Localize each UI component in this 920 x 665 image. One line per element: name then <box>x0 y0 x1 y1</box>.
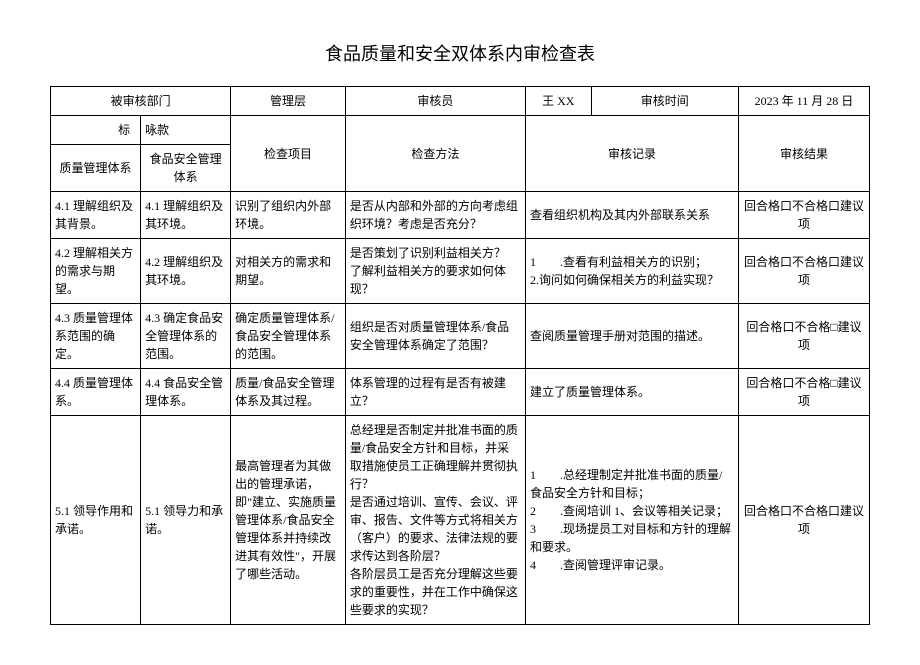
cell-method: 是否策划了识别利益相关方？了解利益相关方的要求如何体现？ <box>345 239 525 304</box>
cell-item: 最高管理者为其做出的管理承诺，即"建立、实施质量管理体系/食品安全管理体系并持续… <box>231 416 346 625</box>
col-fsms: 食品安全管理体系 <box>141 145 231 192</box>
cell-qms: 4.3 质量管理体系范围的确定。 <box>51 304 141 369</box>
dept-label: 被审核部门 <box>51 87 231 116</box>
cell-qms: 4.4 质量管理体系。 <box>51 369 141 416</box>
audit-checklist-table: 被审核部门 管理层 审核员 王 XX 审核时间 2023 年 11 月 28 日… <box>50 86 870 625</box>
table-row: 4.1 理解组织及其背景。 4.1 理解组织及其环境。 识别了组织内外部环境。 … <box>51 192 870 239</box>
table-row: 4.3 质量管理体系范围的确定。 4.3 确定食品安全管理体系的范围。 确定质量… <box>51 304 870 369</box>
page-title: 食品质量和安全双体系内审检查表 <box>50 40 870 66</box>
cell-result: 回合格口不合格□建议项 <box>738 369 869 416</box>
level-label: 管理层 <box>231 87 346 116</box>
cell-method: 体系管理的过程有是否有被建立？ <box>345 369 525 416</box>
cell-method: 总经理是否制定并批准书面的质量/食品安全方针和目标，并采取措施使员工正确理解并贯… <box>345 416 525 625</box>
table-row: 4.2 理解相关方的需求与期望。 4.2 理解组织及其环境。 对相关方的需求和期… <box>51 239 870 304</box>
cell-item: 质量/食品安全管理体系及其过程。 <box>231 369 346 416</box>
cell-fsms: 4.4 食品安全管理体系。 <box>141 369 231 416</box>
col-kuan: 咏款 <box>141 116 231 145</box>
cell-method: 是否从内部和外部的方向考虑组织环境？考虑是否充分？ <box>345 192 525 239</box>
auditor-value: 王 XX <box>525 87 591 116</box>
cell-result: 回合格口不合格口建议项 <box>738 416 869 625</box>
time-value: 2023 年 11 月 28 日 <box>738 87 869 116</box>
info-row: 被审核部门 管理层 审核员 王 XX 审核时间 2023 年 11 月 28 日 <box>51 87 870 116</box>
cell-record: 1 .总经理制定并批准书面的质量/食品安全方针和目标；2 .查阅培训 1、会议等… <box>525 416 738 625</box>
time-label: 审核时间 <box>591 87 738 116</box>
table-row: 4.4 质量管理体系。 4.4 食品安全管理体系。 质量/食品安全管理体系及其过… <box>51 369 870 416</box>
cell-item: 识别了组织内外部环境。 <box>231 192 346 239</box>
cell-record: 建立了质量管理体系。 <box>525 369 738 416</box>
cell-result: 回合格口不合格口建议项 <box>738 239 869 304</box>
cell-fsms: 4.2 理解组织及其环境。 <box>141 239 231 304</box>
cell-fsms: 4.1 理解组织及其环境。 <box>141 192 231 239</box>
col-biao: 标 <box>51 116 141 145</box>
cell-record: 1 .查看有利益相关方的识别；2.询问如何确保相关方的利益实现？ <box>525 239 738 304</box>
column-header-row-1: 标 咏款 检查项目 检查方法 审核记录 审核结果 <box>51 116 870 145</box>
col-check-item: 检查项目 <box>231 116 346 192</box>
col-qms: 质量管理体系 <box>51 145 141 192</box>
cell-fsms: 5.1 领导力和承诺。 <box>141 416 231 625</box>
cell-qms: 4.2 理解相关方的需求与期望。 <box>51 239 141 304</box>
cell-item: 确定质量管理体系/食品安全管理体系的范围。 <box>231 304 346 369</box>
cell-qms: 5.1 领导作用和承诺。 <box>51 416 141 625</box>
col-check-method: 检查方法 <box>345 116 525 192</box>
table-row: 5.1 领导作用和承诺。 5.1 领导力和承诺。 最高管理者为其做出的管理承诺，… <box>51 416 870 625</box>
col-audit-result: 审核结果 <box>738 116 869 192</box>
cell-qms: 4.1 理解组织及其背景。 <box>51 192 141 239</box>
cell-result: 回合格口不合格口建议项 <box>738 192 869 239</box>
cell-item: 对相关方的需求和期望。 <box>231 239 346 304</box>
cell-record: 查阅质量管理手册对范围的描述。 <box>525 304 738 369</box>
cell-fsms: 4.3 确定食品安全管理体系的范围。 <box>141 304 231 369</box>
cell-method: 组织是否对质量管理体系/食品安全管理体系确定了范围？ <box>345 304 525 369</box>
cell-record: 查看组织机构及其内外部联系关系 <box>525 192 738 239</box>
col-audit-record: 审核记录 <box>525 116 738 192</box>
cell-result: 回合格口不合格□建议项 <box>738 304 869 369</box>
auditor-label: 审核员 <box>345 87 525 116</box>
